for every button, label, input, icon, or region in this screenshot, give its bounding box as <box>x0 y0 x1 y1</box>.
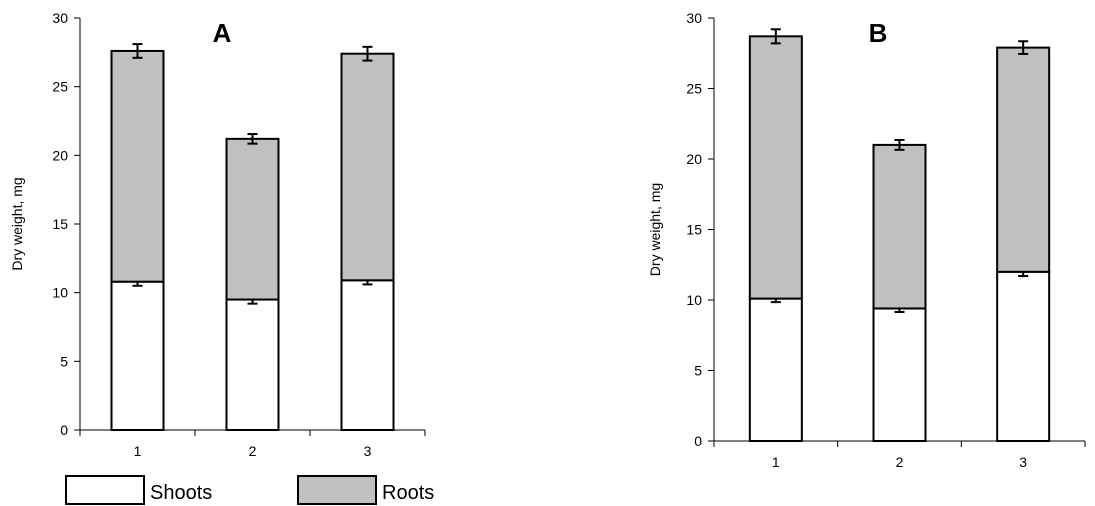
y-tick-label: 5 <box>694 363 702 379</box>
panel-title: A <box>213 18 232 48</box>
y-tick-label: 5 <box>60 353 68 369</box>
x-tick-label: 1 <box>134 443 142 459</box>
error-bar-roots-2 <box>247 133 258 145</box>
bar-shoots-1 <box>748 297 803 442</box>
error-bar-roots-1 <box>132 43 143 59</box>
bar-shoots-2 <box>225 298 280 431</box>
y-tick-label: 20 <box>686 151 702 167</box>
y-axis-label: Dry weight, mg <box>647 183 663 276</box>
error-bar-roots-3 <box>362 45 373 62</box>
bar-roots-2 <box>225 137 280 301</box>
x-tick-label: 3 <box>1019 454 1027 470</box>
y-tick-label: 10 <box>686 292 702 308</box>
y-tick-label: 30 <box>686 10 702 26</box>
y-tick-label: 0 <box>60 422 68 438</box>
legend-label-roots: Roots <box>382 482 434 504</box>
x-tick-label: 2 <box>896 454 904 470</box>
y-tick-label: 15 <box>52 216 68 232</box>
bar-roots-2 <box>872 143 927 310</box>
bar-shoots-3 <box>340 279 395 431</box>
legend-swatch-shoots <box>65 475 145 505</box>
y-tick-label: 20 <box>52 147 68 163</box>
error-bar-roots-1 <box>770 28 781 45</box>
legend-swatch-roots <box>297 475 377 505</box>
x-tick-label: 3 <box>364 443 372 459</box>
panel-b-chart: 0 5 10 15 20 25 30 1 2 3 Dry weight, mg B <box>647 10 1086 470</box>
bar-roots-3 <box>340 52 395 282</box>
legend-label-shoots: Shoots <box>150 482 212 504</box>
panel-a-chart: 0 5 10 15 20 25 30 1 2 3 Dry weight, mg A <box>9 10 426 459</box>
error-bar-roots-2 <box>894 138 905 151</box>
y-tick-label: 25 <box>52 79 68 95</box>
x-tick-label: 2 <box>249 443 257 459</box>
x-tick-label: 1 <box>772 454 780 470</box>
bar-shoots-3 <box>996 270 1051 442</box>
y-tick-label: 0 <box>694 433 702 449</box>
bar-roots-1 <box>748 35 803 300</box>
y-tick-label: 25 <box>686 81 702 97</box>
bar-roots-1 <box>110 49 165 283</box>
y-tick-label: 30 <box>52 10 68 26</box>
error-bar-roots-3 <box>1018 40 1029 55</box>
bar-shoots-1 <box>110 280 165 431</box>
bar-shoots-2 <box>872 307 927 442</box>
panel-title: B <box>869 18 888 48</box>
y-tick-label: 10 <box>52 285 68 301</box>
legend: Shoots Roots <box>65 475 434 505</box>
bar-roots-3 <box>996 46 1051 273</box>
y-tick-label: 15 <box>686 222 702 238</box>
y-axis-label: Dry weight, mg <box>9 177 25 270</box>
